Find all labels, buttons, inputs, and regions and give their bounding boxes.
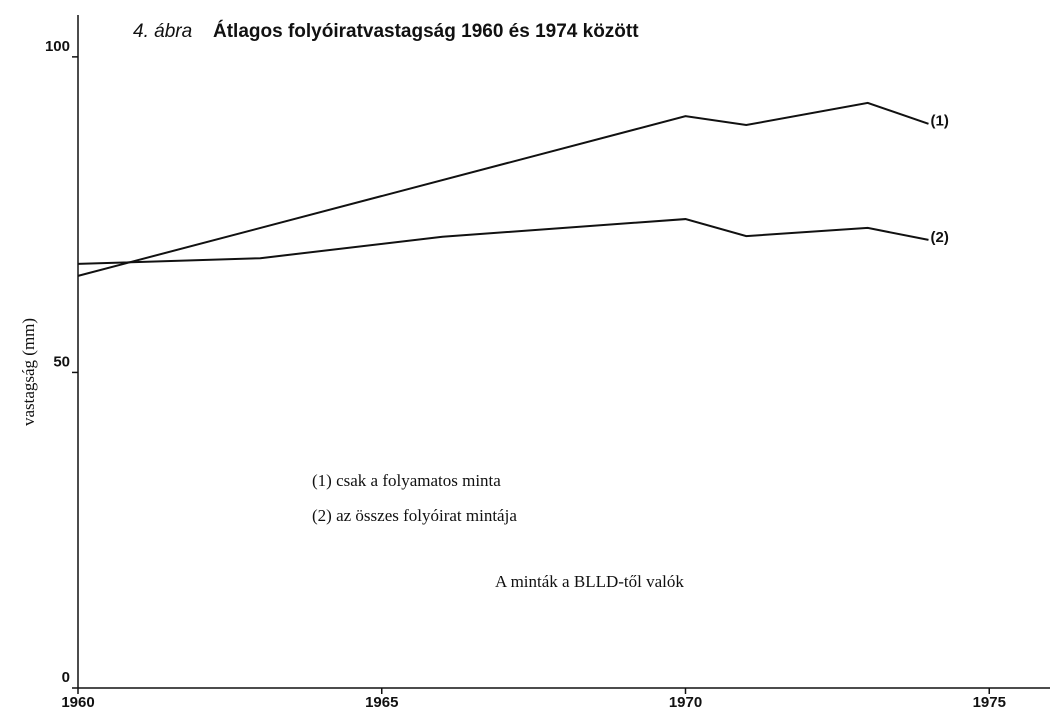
y-tick-label: 0 <box>62 669 70 686</box>
x-tick-label: 1965 <box>365 694 398 711</box>
x-tick-label: 1975 <box>973 694 1006 711</box>
x-tick-label: 1960 <box>61 694 94 711</box>
y-tick-label: 50 <box>53 353 70 370</box>
series-label: (2) <box>931 229 949 246</box>
series-label: (1) <box>931 113 949 130</box>
y-tick-label: 100 <box>45 38 70 55</box>
x-tick-label: 1970 <box>669 694 702 711</box>
note: (2) az összes folyóirat mintája <box>312 506 517 525</box>
chart-title: Átlagos folyóiratvastagság 1960 és 1974 … <box>213 20 639 42</box>
figure-label: 4. ábra <box>133 21 192 42</box>
annotation: A minták a BLLD-től valók <box>495 572 684 591</box>
y-axis-label: vastagság (mm) <box>19 318 38 426</box>
line <box>77 101 929 277</box>
line <box>77 218 929 265</box>
note: (1) csak a folyamatos minta <box>312 471 501 490</box>
